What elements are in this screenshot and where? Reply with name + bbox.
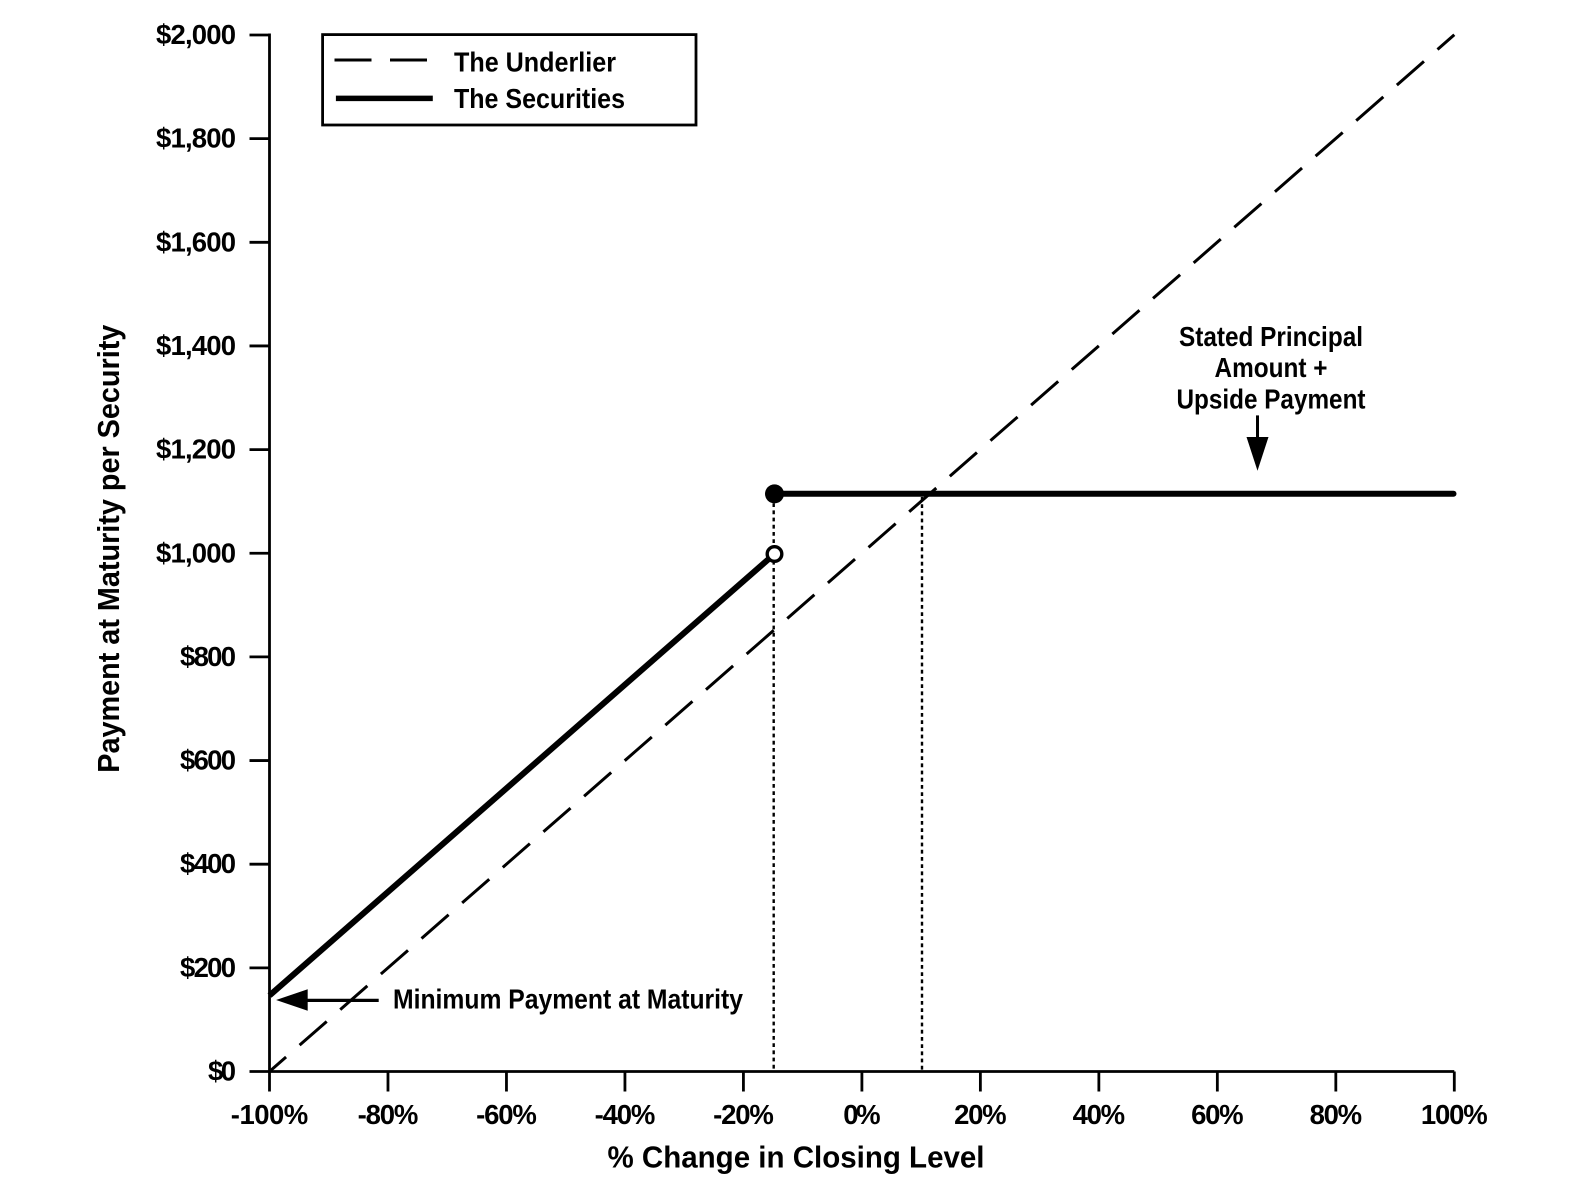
svg-text:Stated Principal: Stated Principal xyxy=(1179,321,1363,352)
svg-text:The Underlier: The Underlier xyxy=(454,47,616,78)
svg-text:Amount +: Amount + xyxy=(1215,352,1328,383)
svg-text:Payment at Maturity per Securi: Payment at Maturity per Security xyxy=(91,324,126,773)
svg-text:-40%: -40% xyxy=(595,1099,656,1130)
svg-text:-80%: -80% xyxy=(358,1099,419,1130)
svg-text:The Securities: The Securities xyxy=(454,83,625,114)
svg-text:60%: 60% xyxy=(1191,1099,1243,1130)
svg-text:$1,800: $1,800 xyxy=(156,123,236,154)
svg-text:80%: 80% xyxy=(1310,1099,1362,1130)
svg-text:$2,000: $2,000 xyxy=(156,19,236,50)
svg-text:$400: $400 xyxy=(180,848,236,879)
svg-text:0%: 0% xyxy=(843,1099,880,1130)
svg-text:100%: 100% xyxy=(1421,1099,1488,1130)
svg-text:$0: $0 xyxy=(208,1056,236,1087)
svg-text:-60%: -60% xyxy=(476,1099,537,1130)
svg-text:Minimum Payment at Maturity: Minimum Payment at Maturity xyxy=(393,984,744,1015)
svg-text:% Change in Closing Level: % Change in Closing Level xyxy=(608,1140,985,1175)
svg-text:$800: $800 xyxy=(180,641,236,672)
svg-text:-100%: -100% xyxy=(231,1099,308,1130)
svg-text:$600: $600 xyxy=(180,745,236,776)
svg-text:$1,000: $1,000 xyxy=(156,537,236,568)
svg-text:$200: $200 xyxy=(180,952,236,983)
svg-text:Upside Payment: Upside Payment xyxy=(1177,384,1366,415)
svg-text:20%: 20% xyxy=(954,1099,1006,1130)
svg-text:40%: 40% xyxy=(1073,1099,1125,1130)
svg-text:-20%: -20% xyxy=(713,1099,774,1130)
svg-text:$1,200: $1,200 xyxy=(156,434,236,465)
svg-text:$1,400: $1,400 xyxy=(156,330,236,361)
svg-text:$1,600: $1,600 xyxy=(156,226,236,257)
